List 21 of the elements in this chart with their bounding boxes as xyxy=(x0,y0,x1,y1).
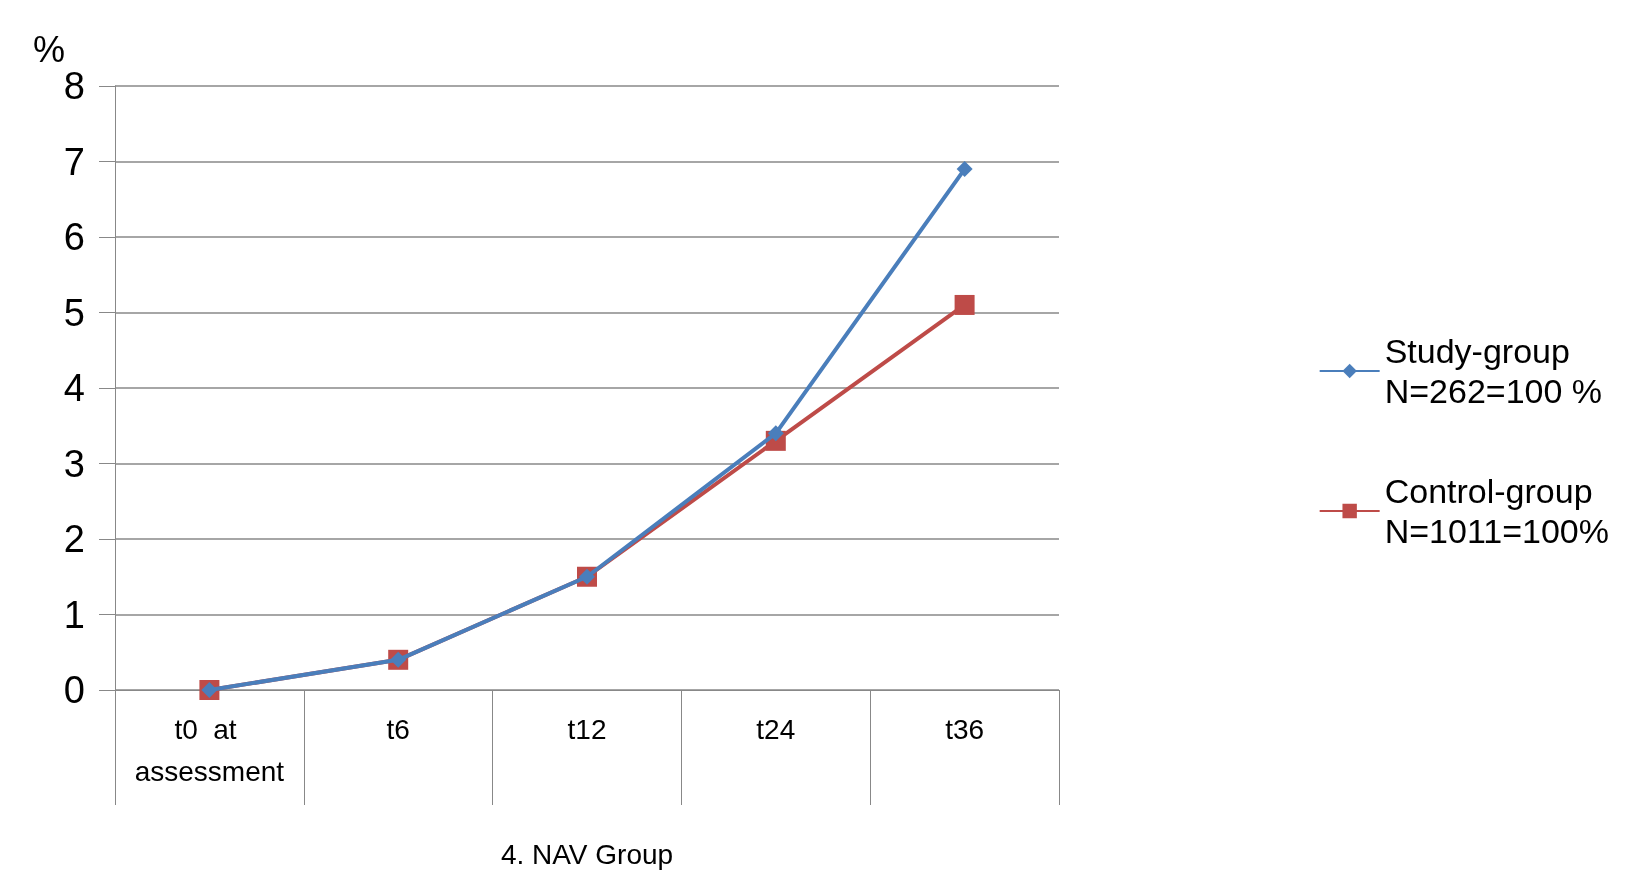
y-tick-label: 4 xyxy=(63,367,85,409)
y-tick-label: 2 xyxy=(63,518,85,560)
y-tick-label: 6 xyxy=(63,216,85,258)
x-tick-label: t36 xyxy=(945,713,985,745)
x-axis-title: 4. NAV Group xyxy=(500,838,674,870)
point xyxy=(956,161,973,178)
point xyxy=(954,294,975,315)
y-tick-label: 7 xyxy=(63,140,85,183)
y-tick-label: 0 xyxy=(63,669,85,711)
x-tick-label: t12 xyxy=(567,713,607,745)
x-tick-label: t24 xyxy=(756,713,796,745)
x-tick-label: t6 xyxy=(386,713,410,745)
y-tick-label: 8 xyxy=(63,65,85,107)
y-tick-label: 1 xyxy=(63,593,85,636)
legend-label: Study-group N=262=100 % xyxy=(1384,332,1603,410)
y-tick-label: 3 xyxy=(63,442,85,485)
y-tick-label: 5 xyxy=(63,291,85,334)
legend-label: Control-group N=1011=100% xyxy=(1384,472,1610,550)
x-tick-label: t0 at assessment xyxy=(134,713,285,787)
y-axis-title: % xyxy=(32,28,65,70)
point xyxy=(767,425,784,442)
